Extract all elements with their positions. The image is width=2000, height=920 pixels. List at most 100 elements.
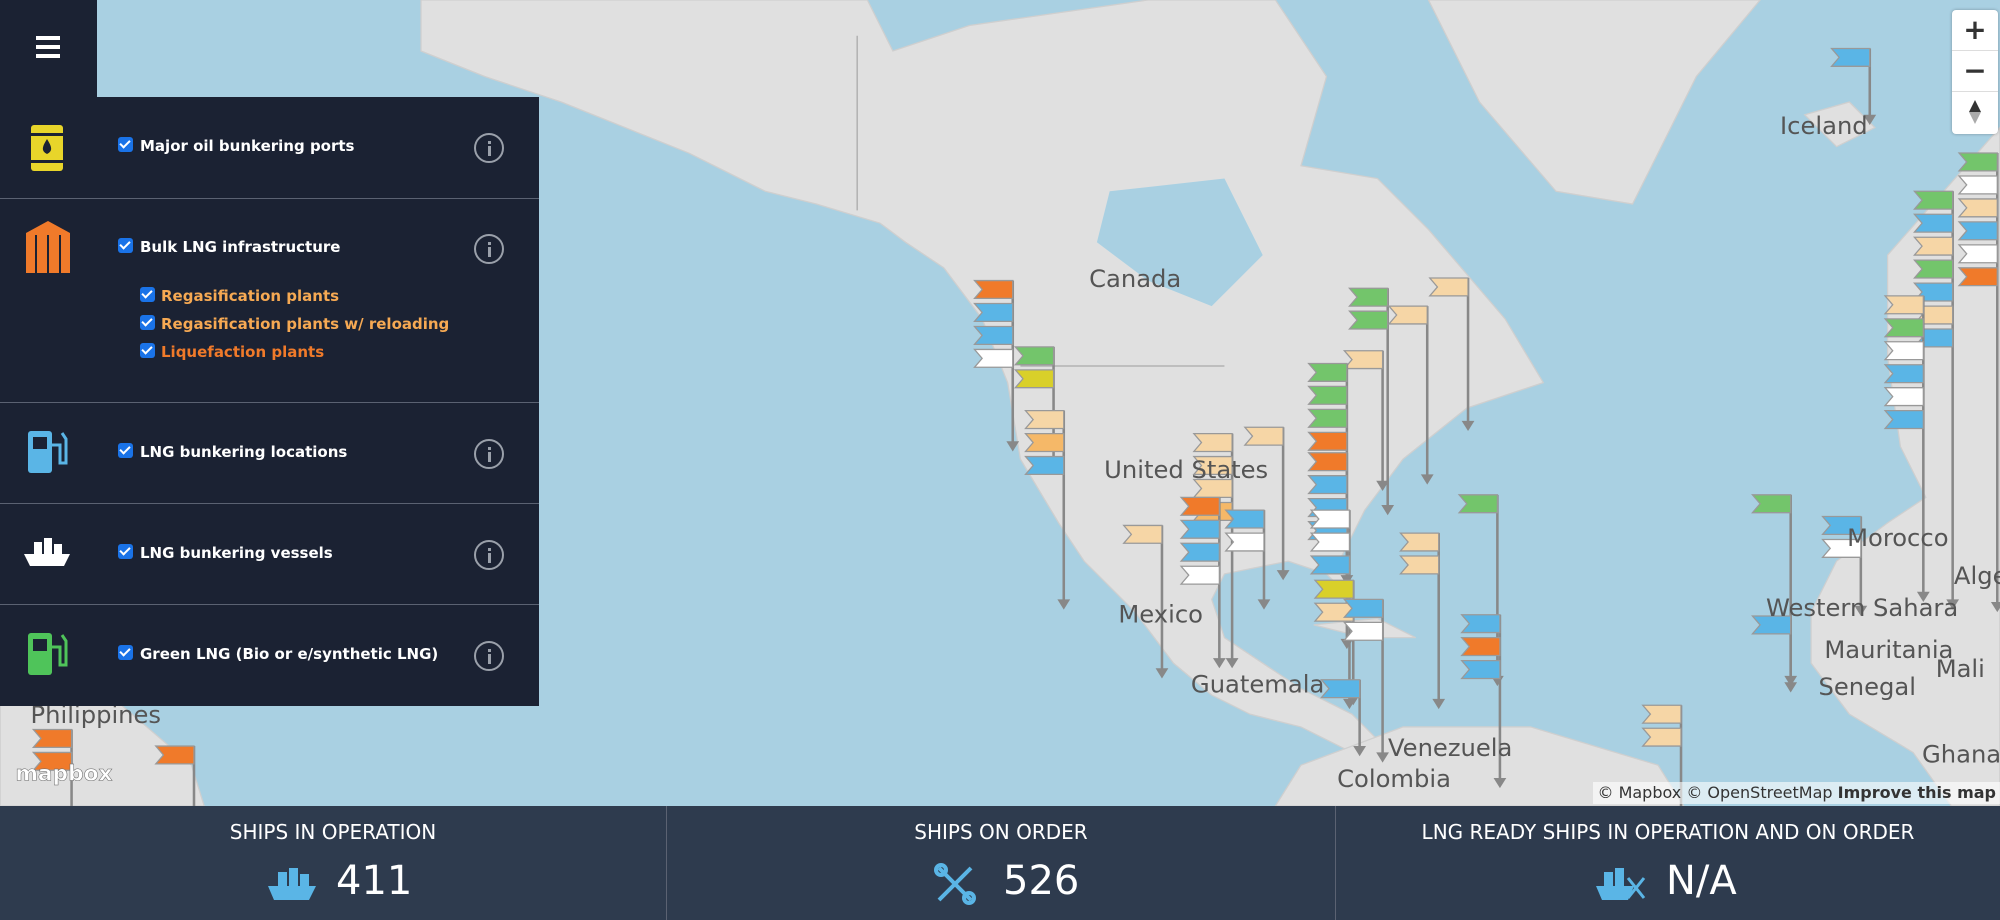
flag-arrow [1376,480,1389,491]
flag [1122,524,1163,544]
flag [1957,267,1998,287]
flag [1399,532,1440,552]
flag [1428,277,1469,297]
flag [1307,431,1348,451]
menu-button[interactable] [0,0,97,97]
zoom-controls: + − [1952,10,1998,134]
tank-icon [26,221,70,273]
flag [1307,362,1348,382]
layer-row: Bulk LNG infrastructure Regasification p… [0,199,539,403]
flag [1179,542,1220,562]
flag [1224,509,1265,529]
flag-arrow [1381,505,1395,516]
attribution-text: © Mapbox © OpenStreetMap [1597,783,1833,802]
flag [1309,555,1351,575]
flag-marker [973,279,1020,452]
improve-map[interactable]: Improve this map [1837,783,1996,802]
flag [1399,555,1440,575]
flag-arrow [1006,441,1020,452]
flag [1883,364,1924,384]
flag [1883,318,1924,338]
stat-label: LNG READY SHIPS IN OPERATION AND ON ORDE… [1421,820,1915,844]
flag-marker [1319,679,1367,757]
flag [1957,152,1998,172]
flag-arrow [1493,777,1507,789]
map-label: Western Sahara [1766,594,1958,622]
info-button[interactable] [474,540,504,570]
flag [1883,341,1924,361]
stat-label: SHIPS ON ORDER [914,820,1088,844]
checkbox[interactable] [140,287,155,302]
flag [1243,426,1284,446]
flag [1460,637,1501,657]
checkbox[interactable] [118,443,133,458]
attribution: © Mapbox © OpenStreetMap Improve this ma… [1593,782,2000,804]
flag-marker [1024,410,1071,610]
map-label: Mali [1936,655,1985,683]
map-label: Guatemala [1191,670,1324,698]
flag-marker [1751,615,1798,693]
flag [1024,455,1065,476]
checkbox[interactable] [118,645,133,660]
checkbox[interactable] [118,544,133,559]
layer-panel: Major oil bunkering ports Bulk LNG infra… [0,97,539,706]
green-pump-icon [28,633,68,675]
layer-label: Green LNG (Bio or e/synthetic LNG) [140,645,439,663]
flag-arrow [1784,682,1798,693]
flag [1957,244,1998,264]
hudson-bay [1096,178,1263,307]
info-button[interactable] [474,439,504,469]
flag-marker [1641,704,1683,806]
stat: LNG READY SHIPS IN OPERATION AND ON ORDE… [1336,806,2000,920]
flag [1179,565,1220,585]
flag [1309,532,1351,552]
layer-row: Major oil bunkering ports [0,97,539,199]
flag [1821,515,1862,535]
checkbox[interactable] [140,343,155,358]
flag-arrow [1946,599,1960,610]
info-button[interactable] [474,641,504,671]
map-label: Venezuela [1388,734,1512,762]
stat-value: 411 [336,858,413,904]
layer-row: LNG bunkering locations [0,403,539,504]
flag [1883,295,1924,315]
flag-arrow [1461,420,1475,432]
flag [1457,494,1499,514]
flag [1957,221,1998,241]
flag-arrow [1990,601,2000,613]
flag [31,751,73,771]
flag-arrow [1863,114,1877,125]
flag-arrow [1916,591,1930,602]
info-button[interactable] [474,234,504,264]
flag [1192,432,1233,453]
checkbox[interactable] [118,137,133,152]
flag [31,728,73,748]
flag [1313,579,1354,599]
flag [1179,496,1220,516]
info-button[interactable] [474,133,504,163]
flag-arrow [1432,698,1446,710]
layer-row: Green LNG (Bio or e/synthetic LNG) [0,605,539,706]
flag [1883,410,1924,430]
compass[interactable] [1952,92,1998,132]
stat: SHIPS ON ORDER 526 [667,806,1336,920]
flag-marker [1013,346,1060,472]
checkbox[interactable] [118,238,133,253]
layer-label: Major oil bunkering ports [140,137,355,155]
flag [1957,198,1998,218]
flag [1821,538,1862,558]
zoom-in[interactable]: + [1952,10,1998,51]
flag [1641,727,1682,747]
flag-marker [1460,614,1507,789]
pump-icon [28,431,68,473]
flag [973,325,1014,345]
flag [973,348,1014,368]
zoom-out[interactable]: − [1952,51,1998,92]
flag [1913,236,1954,256]
checkbox[interactable] [140,315,155,330]
flag [1342,350,1384,370]
map-label: Senegal [1818,673,1915,701]
map-label: Canada [1089,265,1181,293]
flag-marker [1883,295,1930,602]
mapbox-logo[interactable]: mapbox [15,761,113,787]
